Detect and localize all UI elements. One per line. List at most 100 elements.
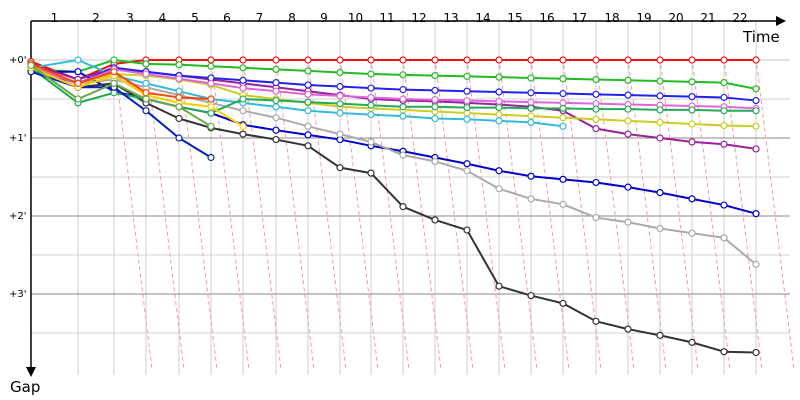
data-point xyxy=(688,229,696,237)
series-line xyxy=(30,64,212,128)
data-point xyxy=(27,61,35,70)
data-point xyxy=(527,89,535,97)
data-point xyxy=(688,120,696,128)
lap-diagonal xyxy=(498,57,538,370)
data-point xyxy=(207,122,215,130)
data-point xyxy=(399,86,407,94)
data-point xyxy=(399,151,407,159)
data-point xyxy=(431,86,439,95)
data-point xyxy=(207,62,215,70)
data-point xyxy=(399,103,407,111)
data-point xyxy=(656,56,664,64)
data-point xyxy=(624,130,632,138)
chart-axes xyxy=(26,16,786,377)
series-lines xyxy=(27,56,760,357)
data-point xyxy=(272,87,280,95)
data-point xyxy=(559,299,567,307)
data-point xyxy=(175,87,183,95)
data-point xyxy=(304,98,312,106)
data-point xyxy=(239,56,247,64)
data-point xyxy=(336,56,344,64)
data-point xyxy=(336,164,344,172)
data-point xyxy=(272,79,280,87)
data-point xyxy=(74,56,82,64)
data-point xyxy=(367,56,375,64)
data-point xyxy=(367,84,375,92)
y-tick-labels: +0' +1' +2' +3' xyxy=(9,55,27,300)
x-tick-label: 18 xyxy=(604,11,619,25)
x-tick-label: 4 xyxy=(159,11,167,25)
data-point xyxy=(463,115,471,123)
data-point xyxy=(688,106,696,114)
data-point xyxy=(272,135,280,144)
data-point xyxy=(656,224,664,233)
x-tick-label: 13 xyxy=(443,11,458,25)
x-tick-label: 20 xyxy=(668,11,683,25)
series-group xyxy=(27,61,215,130)
data-point xyxy=(688,138,696,146)
data-point xyxy=(527,172,535,180)
data-point xyxy=(527,291,535,300)
data-point xyxy=(720,56,728,64)
data-point xyxy=(720,201,728,209)
data-point xyxy=(463,72,471,80)
data-point xyxy=(74,68,82,76)
data-point xyxy=(559,122,567,130)
x-axis-arrow xyxy=(776,16,786,26)
data-point xyxy=(688,78,696,86)
data-point xyxy=(656,77,664,85)
x-tick-label: 10 xyxy=(348,11,363,25)
data-point xyxy=(495,88,503,96)
data-point xyxy=(624,218,632,226)
data-point xyxy=(367,138,375,146)
data-point xyxy=(239,107,247,115)
data-point xyxy=(239,95,247,103)
data-point xyxy=(367,101,375,109)
data-point xyxy=(431,96,439,104)
x-tick-label: 15 xyxy=(507,11,522,25)
data-point xyxy=(495,185,503,193)
data-point xyxy=(592,56,600,64)
data-point xyxy=(304,56,312,64)
data-point xyxy=(431,56,439,64)
data-point xyxy=(720,107,728,115)
data-point xyxy=(688,56,696,64)
data-point xyxy=(175,75,183,83)
data-point xyxy=(304,107,312,115)
x-tick-label: 21 xyxy=(700,11,715,25)
x-tick-label: 12 xyxy=(411,11,426,25)
data-point xyxy=(304,131,312,139)
data-point xyxy=(495,117,503,125)
data-point xyxy=(656,331,664,339)
data-point xyxy=(399,95,407,103)
data-point xyxy=(752,122,760,130)
lap-diagonal xyxy=(755,57,795,370)
x-tick-label: 11 xyxy=(379,11,394,25)
data-point xyxy=(175,103,183,111)
y-tick-label: +2' xyxy=(9,211,27,222)
data-point xyxy=(720,140,728,148)
y-tick-label: +1' xyxy=(9,133,27,144)
lap-diagonal xyxy=(434,57,474,370)
data-point xyxy=(207,95,215,103)
data-point xyxy=(304,81,312,89)
data-point xyxy=(304,67,312,75)
data-point xyxy=(559,104,567,112)
y-axis-label: Gap xyxy=(10,378,40,396)
data-point xyxy=(527,74,535,82)
data-point xyxy=(207,153,215,162)
data-point xyxy=(592,115,600,123)
data-point xyxy=(527,104,535,112)
x-tick-label: 2 xyxy=(92,11,100,25)
data-point xyxy=(527,195,535,203)
data-point xyxy=(656,118,664,127)
data-point xyxy=(592,105,600,113)
x-tick-label: 9 xyxy=(320,11,328,25)
data-point xyxy=(142,107,150,115)
data-point xyxy=(304,122,312,130)
x-tick-label: 19 xyxy=(636,11,651,25)
data-point xyxy=(688,195,696,203)
data-point xyxy=(367,169,375,177)
data-point xyxy=(142,95,150,103)
